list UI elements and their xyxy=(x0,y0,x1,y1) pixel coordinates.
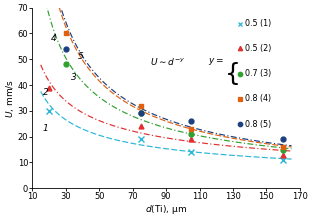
Text: $y=$: $y=$ xyxy=(207,56,223,67)
Text: $\{$: $\{$ xyxy=(224,60,239,87)
Text: 3: 3 xyxy=(71,73,77,82)
Text: 1: 1 xyxy=(43,125,49,134)
Text: 0.7 (3): 0.7 (3) xyxy=(245,69,271,78)
Text: 0.8 (5): 0.8 (5) xyxy=(245,120,271,129)
Text: 0.5 (1): 0.5 (1) xyxy=(245,19,271,28)
Text: $U\sim d^{-y}$: $U\sim d^{-y}$ xyxy=(150,56,185,67)
Text: 0.8 (4): 0.8 (4) xyxy=(245,94,271,103)
X-axis label: $d$(Ti), μm: $d$(Ti), μm xyxy=(145,203,187,216)
Text: 2: 2 xyxy=(43,88,49,97)
Text: 5: 5 xyxy=(78,52,84,61)
Text: 4: 4 xyxy=(51,34,57,43)
Text: 0.5 (2): 0.5 (2) xyxy=(245,44,271,53)
Y-axis label: $U$, mm/s: $U$, mm/s xyxy=(4,78,16,117)
